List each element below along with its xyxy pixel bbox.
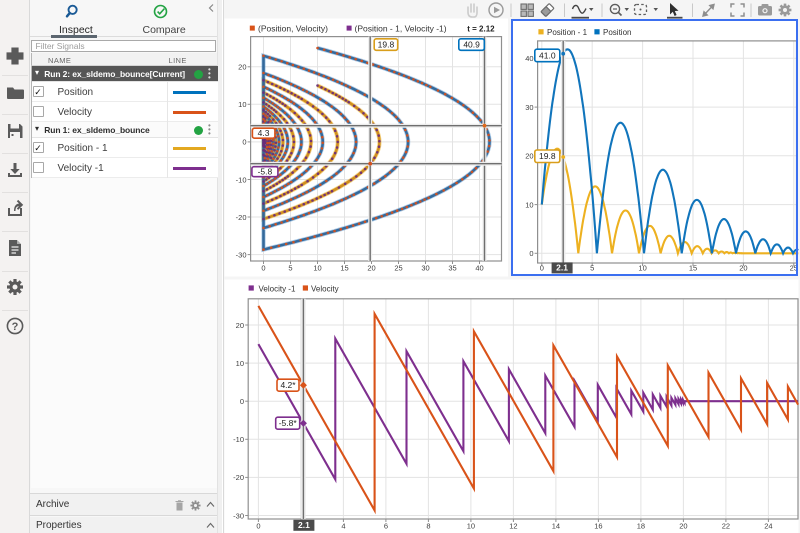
- svg-text:30: 30: [525, 103, 533, 112]
- svg-text:(Position, Velocity): (Position, Velocity): [258, 23, 328, 33]
- svg-text:20: 20: [238, 63, 246, 72]
- svg-text:10: 10: [313, 264, 321, 273]
- svg-text:20: 20: [739, 264, 747, 273]
- svg-text:0: 0: [540, 264, 544, 273]
- svg-text:-10: -10: [236, 175, 247, 184]
- svg-text:35: 35: [448, 264, 456, 273]
- svg-text:-5.8: -5.8: [258, 167, 273, 177]
- svg-text:10: 10: [638, 264, 646, 273]
- svg-text:0: 0: [529, 249, 533, 258]
- svg-text:30: 30: [421, 264, 429, 273]
- svg-text:16: 16: [594, 522, 602, 531]
- svg-text:5: 5: [288, 264, 292, 273]
- svg-text:25: 25: [790, 264, 798, 273]
- svg-text:t = 2.12: t = 2.12: [467, 24, 495, 33]
- svg-text:15: 15: [689, 264, 697, 273]
- svg-text:2.1: 2.1: [298, 520, 310, 530]
- svg-text:14: 14: [552, 522, 560, 531]
- svg-text:Position: Position: [603, 28, 631, 37]
- svg-text:18: 18: [637, 522, 645, 531]
- svg-text:-10: -10: [233, 435, 244, 444]
- svg-text:15: 15: [340, 264, 348, 273]
- svg-text:8: 8: [426, 522, 430, 531]
- svg-text:-30: -30: [236, 250, 247, 259]
- svg-text:-30: -30: [233, 511, 244, 520]
- svg-text:40: 40: [475, 264, 483, 273]
- svg-text:0: 0: [261, 264, 265, 273]
- svg-text:?: ?: [12, 321, 19, 333]
- svg-text:20: 20: [236, 321, 244, 330]
- svg-text:2.1: 2.1: [556, 263, 568, 273]
- svg-text:12: 12: [509, 522, 517, 531]
- svg-text:20: 20: [367, 264, 375, 273]
- svg-text:40: 40: [525, 54, 533, 63]
- svg-text:4: 4: [341, 522, 345, 531]
- svg-text:4.3: 4.3: [258, 128, 270, 138]
- svg-text:10: 10: [238, 100, 246, 109]
- svg-text:25: 25: [394, 264, 402, 273]
- svg-text:20: 20: [525, 152, 533, 161]
- svg-text:40.9: 40.9: [463, 40, 480, 50]
- svg-text:41.0: 41.0: [539, 51, 556, 61]
- svg-text:Velocity: Velocity: [311, 285, 339, 294]
- svg-text:4.2*: 4.2*: [280, 380, 296, 390]
- svg-text:6: 6: [384, 522, 388, 531]
- svg-text:10: 10: [236, 359, 244, 368]
- svg-text:(Position - 1, Velocity -1): (Position - 1, Velocity -1): [355, 23, 447, 33]
- svg-text:Position - 1: Position - 1: [547, 28, 588, 37]
- svg-text:5: 5: [590, 264, 594, 273]
- svg-text:-20: -20: [236, 213, 247, 222]
- svg-text:0: 0: [240, 397, 244, 406]
- svg-text:0: 0: [256, 522, 260, 531]
- svg-text:22: 22: [722, 522, 730, 531]
- svg-text:Velocity -1: Velocity -1: [259, 285, 296, 294]
- svg-text:-5.8*: -5.8*: [279, 418, 298, 428]
- svg-text:19.8: 19.8: [539, 151, 556, 161]
- svg-text:10: 10: [467, 522, 475, 531]
- svg-text:0: 0: [242, 138, 246, 147]
- svg-text:-20: -20: [233, 473, 244, 482]
- svg-text:19.8: 19.8: [378, 40, 395, 50]
- svg-text:24: 24: [764, 522, 772, 531]
- svg-text:20: 20: [679, 522, 687, 531]
- svg-text:10: 10: [525, 200, 533, 209]
